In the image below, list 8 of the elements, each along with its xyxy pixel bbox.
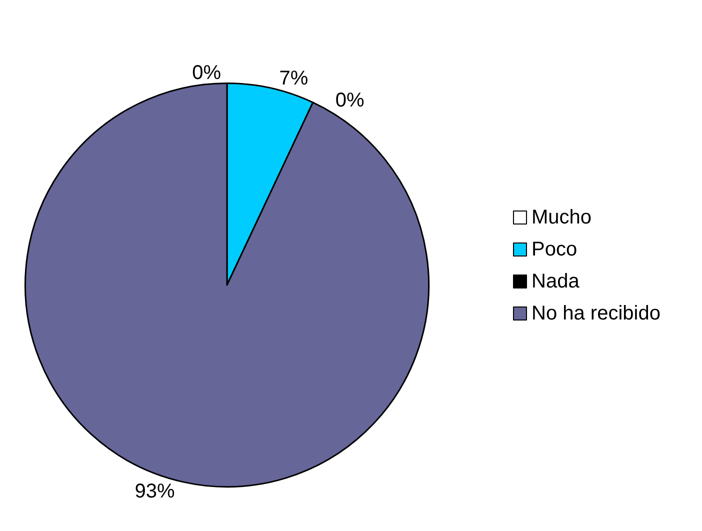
- text: 0%: [192, 62, 221, 84]
- data-label: 7%: [279, 67, 308, 90]
- legend-label: Poco: [532, 238, 578, 260]
- text: 0%: [335, 89, 364, 112]
- data-label: 93%: [134, 480, 176, 503]
- legend-label: Nada: [532, 270, 580, 292]
- legend-label: Mucho: [532, 206, 592, 228]
- legend-label: No ha recibido: [532, 302, 660, 324]
